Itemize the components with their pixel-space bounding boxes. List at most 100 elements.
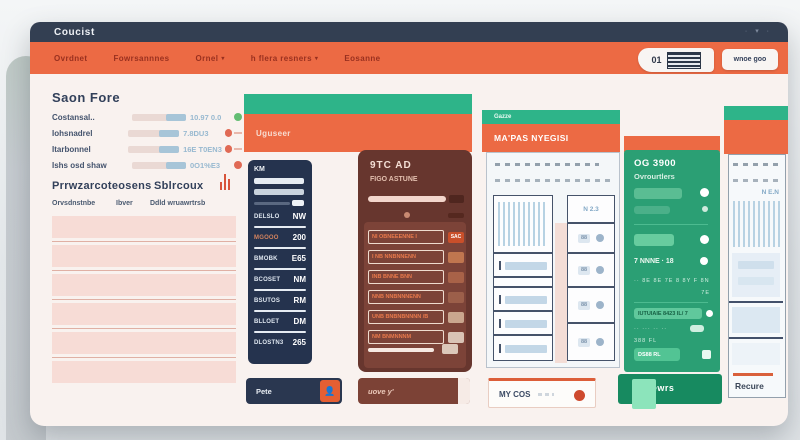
panel-title: OG 3900 [634, 158, 677, 169]
bar-cell[interactable] [493, 335, 553, 361]
stat-row: Iohsnadrel 7.8DU3 [52, 126, 243, 140]
table-row[interactable] [52, 274, 236, 296]
status-dot-green [234, 113, 242, 121]
metric-row[interactable]: BMOBK E65 [254, 254, 306, 263]
list-item[interactable]: NNB NNBNNNENN [368, 290, 464, 304]
titlebar: Coucist · ▾ · [30, 22, 788, 42]
nav-action-button[interactable]: wnoe goo [722, 49, 778, 70]
tag-chip[interactable] [448, 311, 464, 323]
table-header-row: Orvsdnstnbe Ibver Ddld wruawrtrsb [52, 200, 206, 207]
toggle-dot[interactable] [706, 310, 713, 317]
nav-item-2[interactable]: Fowrsannnes [113, 53, 170, 63]
side-header-bar [724, 120, 788, 154]
data-cell[interactable] [732, 343, 780, 365]
accent-underline [733, 373, 773, 376]
list-item[interactable]: NM BNMNNNM [368, 330, 464, 344]
empty-cell[interactable] [493, 277, 553, 287]
mini-chart [733, 201, 781, 247]
report-header-label: MA'PAS NYEGISI [494, 133, 569, 143]
tick-row [495, 163, 599, 166]
status-dot-red [224, 129, 233, 137]
badge-cell[interactable]: 88 [567, 323, 615, 361]
table-row[interactable] [52, 361, 236, 383]
my-cos-footer-bar[interactable]: MY COS [488, 378, 596, 408]
badge-cell[interactable]: 88 [567, 223, 615, 253]
bar-cell[interactable] [493, 311, 553, 335]
option-pill[interactable] [634, 234, 674, 246]
tag-chip[interactable]: SAC [448, 231, 464, 243]
app-window: Coucist · ▾ · Ovrdnet Fowrsannnes Ornel ▾… [30, 22, 788, 426]
report-header-bar: MA'PAS NYEGISI [482, 124, 620, 152]
price-footer-bar[interactable]: Pete 👤 [246, 378, 342, 404]
record-icon[interactable] [574, 390, 585, 401]
toggle-dot[interactable] [700, 235, 709, 244]
mini-chart-cell[interactable] [493, 195, 553, 253]
nav-item-1[interactable]: Ovrdnet [54, 53, 88, 63]
table-row[interactable] [52, 245, 236, 267]
stat-bar [132, 161, 186, 169]
list-item[interactable]: UNB BNBNBNNNN /B [368, 310, 464, 324]
table-row[interactable] [52, 216, 236, 238]
mini-toggle[interactable] [690, 325, 704, 332]
green-footer-bar[interactable]: Twr ewrs [618, 374, 722, 409]
panel-subtitle: FIGO ASTUNE [370, 176, 418, 183]
table-row[interactable] [52, 332, 236, 354]
metric-row[interactable]: BLLOET DM [254, 317, 306, 326]
dot-icon [596, 301, 604, 309]
tick-row [733, 163, 781, 166]
badge-cell[interactable]: 88 [567, 287, 615, 323]
metric-cell[interactable]: N 2.3 [567, 195, 615, 223]
list-item[interactable]: INB BNNE BNN [368, 270, 464, 284]
metric-row[interactable]: BCOSET NM [254, 275, 306, 284]
nav-item-3[interactable]: Ornel ▾ [195, 53, 225, 63]
metric-row[interactable]: DELSLO NW [254, 212, 306, 221]
metric-row[interactable]: MGOOO 200 [254, 233, 306, 242]
dot-icon [596, 234, 604, 242]
green-strip [724, 106, 788, 120]
option-pill[interactable]: IUTUIAIE 8423 IL/ 7 [634, 308, 702, 319]
toggle-dot[interactable] [702, 206, 708, 212]
footer-square-button[interactable] [632, 379, 656, 409]
tag-chip[interactable] [448, 271, 464, 283]
toggle-dot[interactable] [700, 257, 708, 265]
nav-item-4[interactable]: h flera resners ▾ [250, 53, 319, 63]
level-footer-bar[interactable]: uove y' [358, 378, 470, 404]
tag-chip[interactable] [448, 251, 464, 263]
status-dot-red [234, 161, 242, 169]
table-row[interactable] [52, 303, 236, 325]
badge-count: 01 [651, 55, 662, 65]
bar-cell[interactable] [493, 287, 553, 311]
toggle-dot[interactable] [700, 188, 709, 197]
nav-item-5[interactable]: Eosanne [344, 53, 381, 63]
metrics-card: KM DELSLO NW MGOOO 200 BMOBK E65 BCOSET NM B… [248, 160, 312, 364]
list-item[interactable]: NI OBNEEENNE I SAC [368, 230, 464, 244]
column-divider [555, 223, 567, 363]
data-cell[interactable] [732, 253, 780, 297]
mini-bar-icon [448, 212, 464, 218]
progress-bar [368, 196, 446, 202]
person-icon-button[interactable]: 👤 [320, 380, 340, 402]
tag-chip[interactable] [448, 331, 464, 343]
bar-cell[interactable] [493, 253, 553, 277]
barcode-icon [666, 51, 701, 69]
list-item[interactable]: I NB NNBNNENN [368, 250, 464, 264]
side-report-card: N E.N Recure [728, 154, 786, 398]
chevron-down-icon: ▾ [314, 55, 319, 62]
window-controls-icons[interactable]: · ▾ · [744, 28, 772, 35]
metric-row[interactable]: DLOSTN3 265 [254, 338, 306, 347]
option-pill[interactable]: DS88 RL [634, 348, 680, 361]
stat-bar [127, 145, 180, 153]
nav-badge-button[interactable]: 01 [638, 48, 714, 72]
tick-row [733, 179, 781, 182]
option-pill[interactable] [634, 206, 670, 214]
option-pill[interactable] [634, 188, 682, 199]
metric-row[interactable]: BSUTOS RM [254, 296, 306, 305]
badge-cell[interactable]: 88 [567, 253, 615, 287]
data-cell[interactable] [732, 307, 780, 333]
tag-chip[interactable] [448, 291, 464, 303]
status-dot-red [224, 145, 233, 153]
dot-icon [404, 212, 410, 218]
tick-row [495, 179, 611, 182]
toggle-square[interactable] [702, 350, 711, 359]
stat-row: Itarbonnel 16E T0EN3 [52, 142, 243, 156]
